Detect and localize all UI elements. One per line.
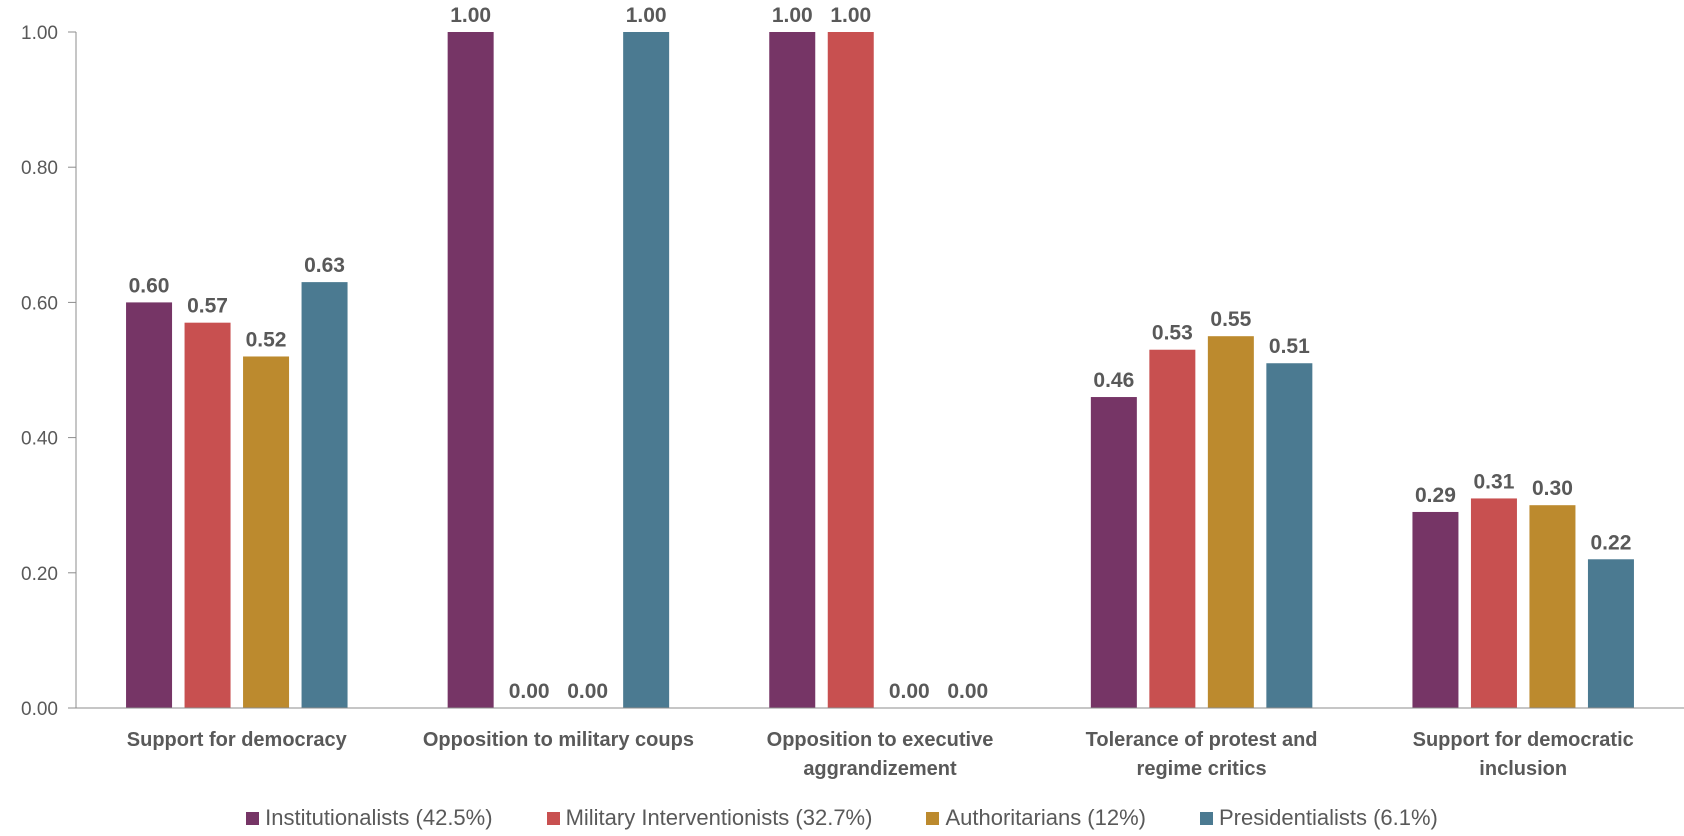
category-label: Opposition to executive aggrandizement (767, 729, 994, 780)
data-label: 0.57 (187, 295, 228, 318)
bar (243, 356, 290, 708)
data-label: 0.53 (1152, 322, 1193, 345)
data-labels: 0.60 1.00 1.00 0.46 0.29 0.57 0.00 1.00 0.53 0.31… (129, 4, 1632, 703)
legend-item: Military Interventionists (32.7%) (546, 805, 873, 831)
bar (827, 32, 874, 708)
category-label: Tolerance of protest and regime critics (1086, 729, 1318, 780)
data-label: 0.30 (1532, 477, 1573, 500)
category-label: Support for democracy (127, 729, 348, 751)
legend: Institutionalists (42.5%) Military Interv… (0, 805, 1684, 831)
data-label: 0.22 (1591, 531, 1632, 554)
legend-label: Presidentialists (6.1%) (1219, 805, 1438, 830)
data-label: 0.29 (1415, 484, 1456, 507)
data-label: 0.46 (1093, 369, 1134, 392)
legend-label: Authoritarians (12%) (945, 805, 1146, 830)
y-tick-label: 0.60 (21, 293, 58, 314)
bar (623, 32, 670, 708)
bar (447, 32, 494, 708)
bar (1529, 505, 1576, 708)
legend-swatch (926, 811, 940, 825)
y-tick-label: 0.40 (21, 429, 58, 450)
y-tick-label: 1.00 (21, 23, 58, 44)
data-label: 1.00 (450, 4, 491, 27)
data-label: 0.52 (246, 328, 287, 351)
category-label: Opposition to military coups (423, 729, 694, 751)
bar-chart: 0.00 0.20 0.40 0.60 0.80 1.00 0.60 1.00 1.00 0.4… (21, 4, 1684, 780)
category-label-line: Tolerance of protest and (1086, 729, 1318, 751)
legend-item: Institutionalists (42.5%) (246, 805, 493, 831)
data-label: 1.00 (830, 4, 871, 27)
data-label: 0.55 (1210, 308, 1251, 331)
category-label-line: aggrandizement (803, 758, 957, 780)
bar (184, 322, 231, 708)
data-label: 0.00 (947, 680, 988, 703)
legend-item: Presidentialists (6.1%) (1200, 805, 1438, 831)
bar (1207, 336, 1254, 708)
legend-label: Institutionalists (42.5%) (265, 805, 493, 830)
data-label: 1.00 (626, 4, 667, 27)
bar (301, 282, 348, 708)
bar (1266, 363, 1313, 708)
category-label-line: Support for democratic (1413, 729, 1634, 751)
category-label-line: inclusion (1479, 758, 1567, 780)
legend-swatch (546, 811, 560, 825)
data-label: 0.00 (889, 680, 930, 703)
data-label: 0.31 (1474, 470, 1515, 493)
bar (1470, 498, 1517, 708)
category-label: Support for democratic inclusion (1413, 729, 1634, 780)
category-label-line: Opposition to executive (767, 729, 994, 751)
bar (1090, 397, 1137, 708)
category-label-line: Opposition to military coups (423, 729, 694, 751)
bar (1412, 511, 1459, 708)
legend-swatch (1200, 811, 1213, 825)
legend-item: Authoritarians (12%) (926, 805, 1146, 831)
category-label-line: Support for democracy (127, 729, 348, 751)
y-tick-label: 0.20 (21, 564, 58, 585)
x-axis: Support for democracy Opposition to milit… (76, 707, 1684, 780)
bar (1587, 559, 1634, 708)
data-label: 0.00 (509, 680, 550, 703)
data-label: 1.00 (772, 4, 813, 27)
data-label: 0.51 (1269, 335, 1310, 358)
legend-label: Military Interventionists (32.7%) (565, 805, 873, 830)
y-axis: 0.00 0.20 0.40 0.60 0.80 1.00 (21, 23, 77, 720)
bar (769, 32, 816, 708)
legend-swatch (246, 811, 260, 825)
data-label: 0.60 (129, 274, 170, 297)
category-label-line: regime critics (1137, 758, 1267, 780)
y-tick-label: 0.00 (21, 699, 58, 720)
bars (126, 32, 1634, 708)
y-tick-label: 0.80 (21, 158, 58, 179)
bar (126, 302, 173, 708)
data-label: 0.63 (304, 254, 345, 277)
bar (1149, 349, 1196, 708)
data-label: 0.00 (567, 680, 608, 703)
